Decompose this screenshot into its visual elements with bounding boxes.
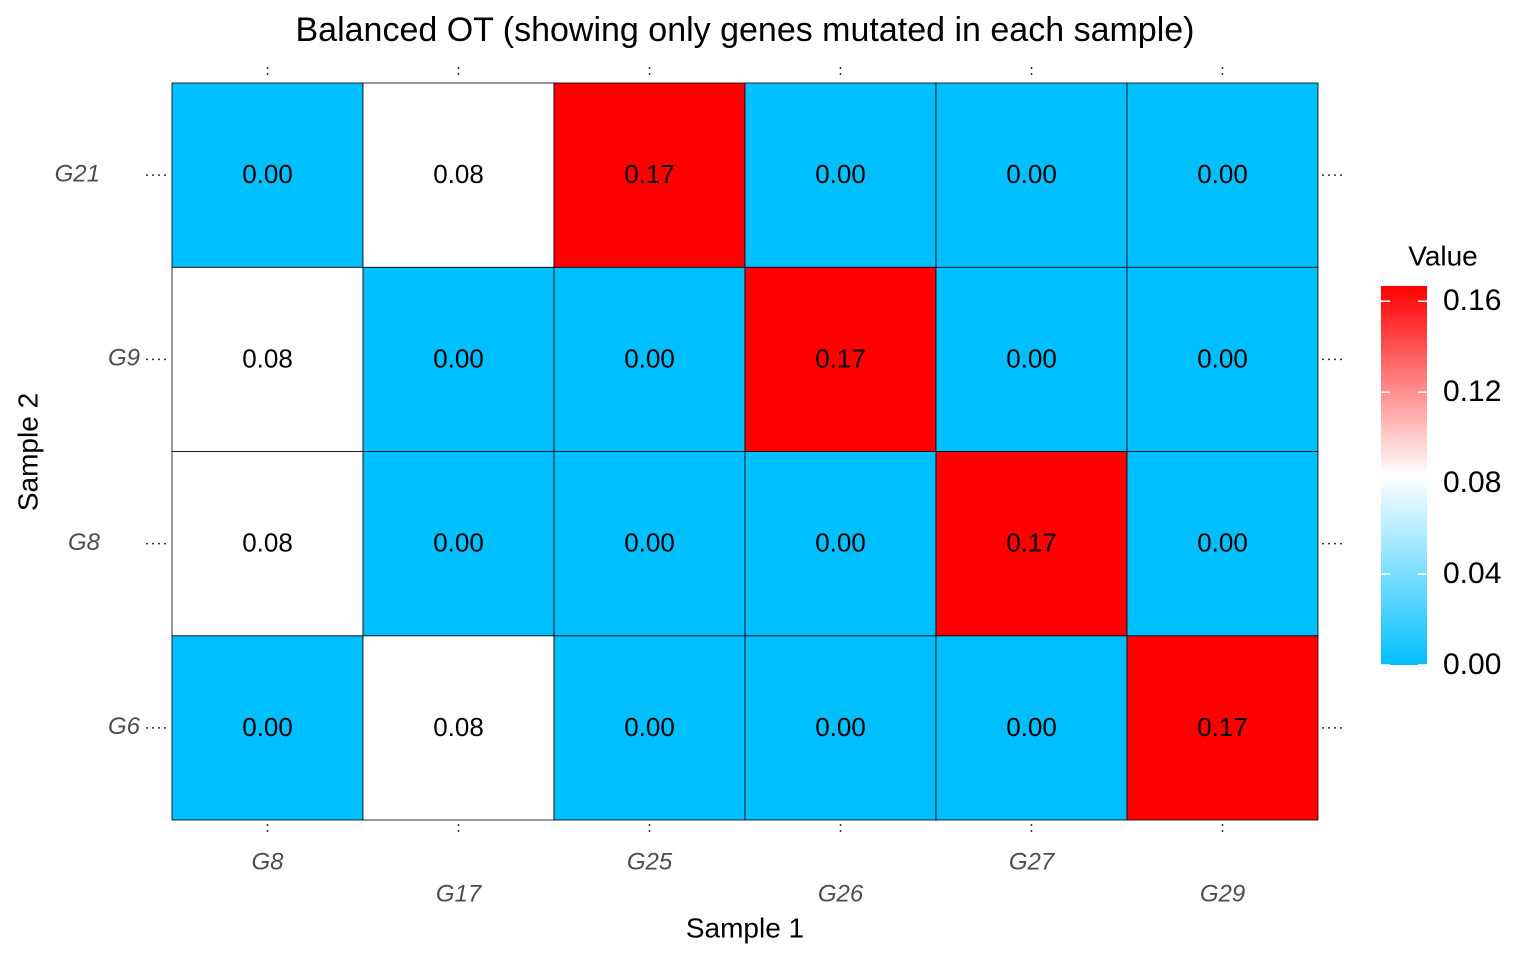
- cell-label: 0.00: [624, 343, 675, 373]
- colorbar-label: 0.08: [1443, 466, 1501, 499]
- cell-label: 0.00: [1197, 343, 1248, 373]
- cell-label: 0.00: [1006, 712, 1057, 742]
- cell-label: 0.00: [815, 159, 866, 189]
- cell-label: 0.00: [242, 159, 293, 189]
- x-tick-label: G29: [1200, 880, 1245, 907]
- heatmap-cell: [935, 82, 1128, 268]
- heatmap-cell: [362, 451, 555, 637]
- x-tick-label: G27: [1009, 848, 1056, 875]
- heatmap-cell: [744, 82, 937, 268]
- y-tick-label: G21: [55, 160, 100, 187]
- y-tick-label: G6: [108, 713, 141, 740]
- cell-label: 0.00: [433, 343, 484, 373]
- cell-label: 0.08: [242, 528, 293, 558]
- heatmap-cell: [171, 635, 364, 821]
- colorbar-label: 0.04: [1443, 557, 1501, 590]
- cell-label: 0.00: [242, 712, 293, 742]
- cell-label: 0.08: [433, 712, 484, 742]
- colorbar-label: 0.12: [1443, 375, 1501, 408]
- cell-label: 0.00: [815, 712, 866, 742]
- y-tick-label: G8: [68, 529, 101, 556]
- heatmap-cell: [362, 635, 555, 821]
- heatmap-cell: [362, 82, 555, 268]
- cell-label: 0.08: [433, 159, 484, 189]
- chart-title: Balanced OT (showing only genes mutated …: [296, 11, 1195, 49]
- cell-label: 0.00: [1197, 159, 1248, 189]
- cell-label: 0.00: [433, 528, 484, 558]
- y-axis-title: Sample 2: [12, 393, 43, 511]
- cell-label: 0.00: [624, 528, 675, 558]
- heatmap-cell: [1126, 266, 1319, 452]
- cell-label: 0.17: [1006, 528, 1057, 558]
- heatmap-cell: [744, 451, 937, 637]
- colorbar-label: 0.16: [1443, 284, 1501, 317]
- x-axis-title: Sample 1: [686, 912, 804, 943]
- cell-label: 0.17: [1197, 712, 1248, 742]
- x-tick-label: G8: [251, 848, 284, 875]
- heatmap-cell: [171, 82, 364, 268]
- heatmap-cell: [553, 266, 746, 452]
- heatmap-cell: [553, 82, 746, 268]
- cell-label: 0.00: [1006, 159, 1057, 189]
- heatmap-cell: [1126, 635, 1319, 821]
- heatmap-cell: [935, 635, 1128, 821]
- cell-label: 0.08: [242, 343, 293, 373]
- cell-label: 0.00: [1006, 343, 1057, 373]
- heatmap-cell: [744, 635, 937, 821]
- heatmap-cell: [1126, 451, 1319, 637]
- heatmap-cell: [171, 451, 364, 637]
- heatmap-cell: [553, 451, 746, 637]
- cell-label: 0.00: [624, 712, 675, 742]
- heatmap-cell: [744, 266, 937, 452]
- heatmap-cell: [935, 266, 1128, 452]
- x-tick-label: G25: [627, 848, 673, 875]
- cell-label: 0.17: [624, 159, 675, 189]
- y-tick-label: G9: [108, 345, 140, 372]
- legend-title: Value: [1408, 240, 1478, 271]
- x-tick-label: G17: [436, 880, 483, 907]
- cell-label: 0.00: [815, 528, 866, 558]
- heatmap-cell: [1126, 82, 1319, 268]
- cell-label: 0.00: [1197, 528, 1248, 558]
- x-tick-label: G26: [818, 880, 864, 907]
- cell-label: 0.17: [815, 343, 866, 373]
- colorbar-label: 0.00: [1443, 648, 1501, 681]
- colorbar: [1381, 286, 1427, 665]
- heatmap-cell: [171, 266, 364, 452]
